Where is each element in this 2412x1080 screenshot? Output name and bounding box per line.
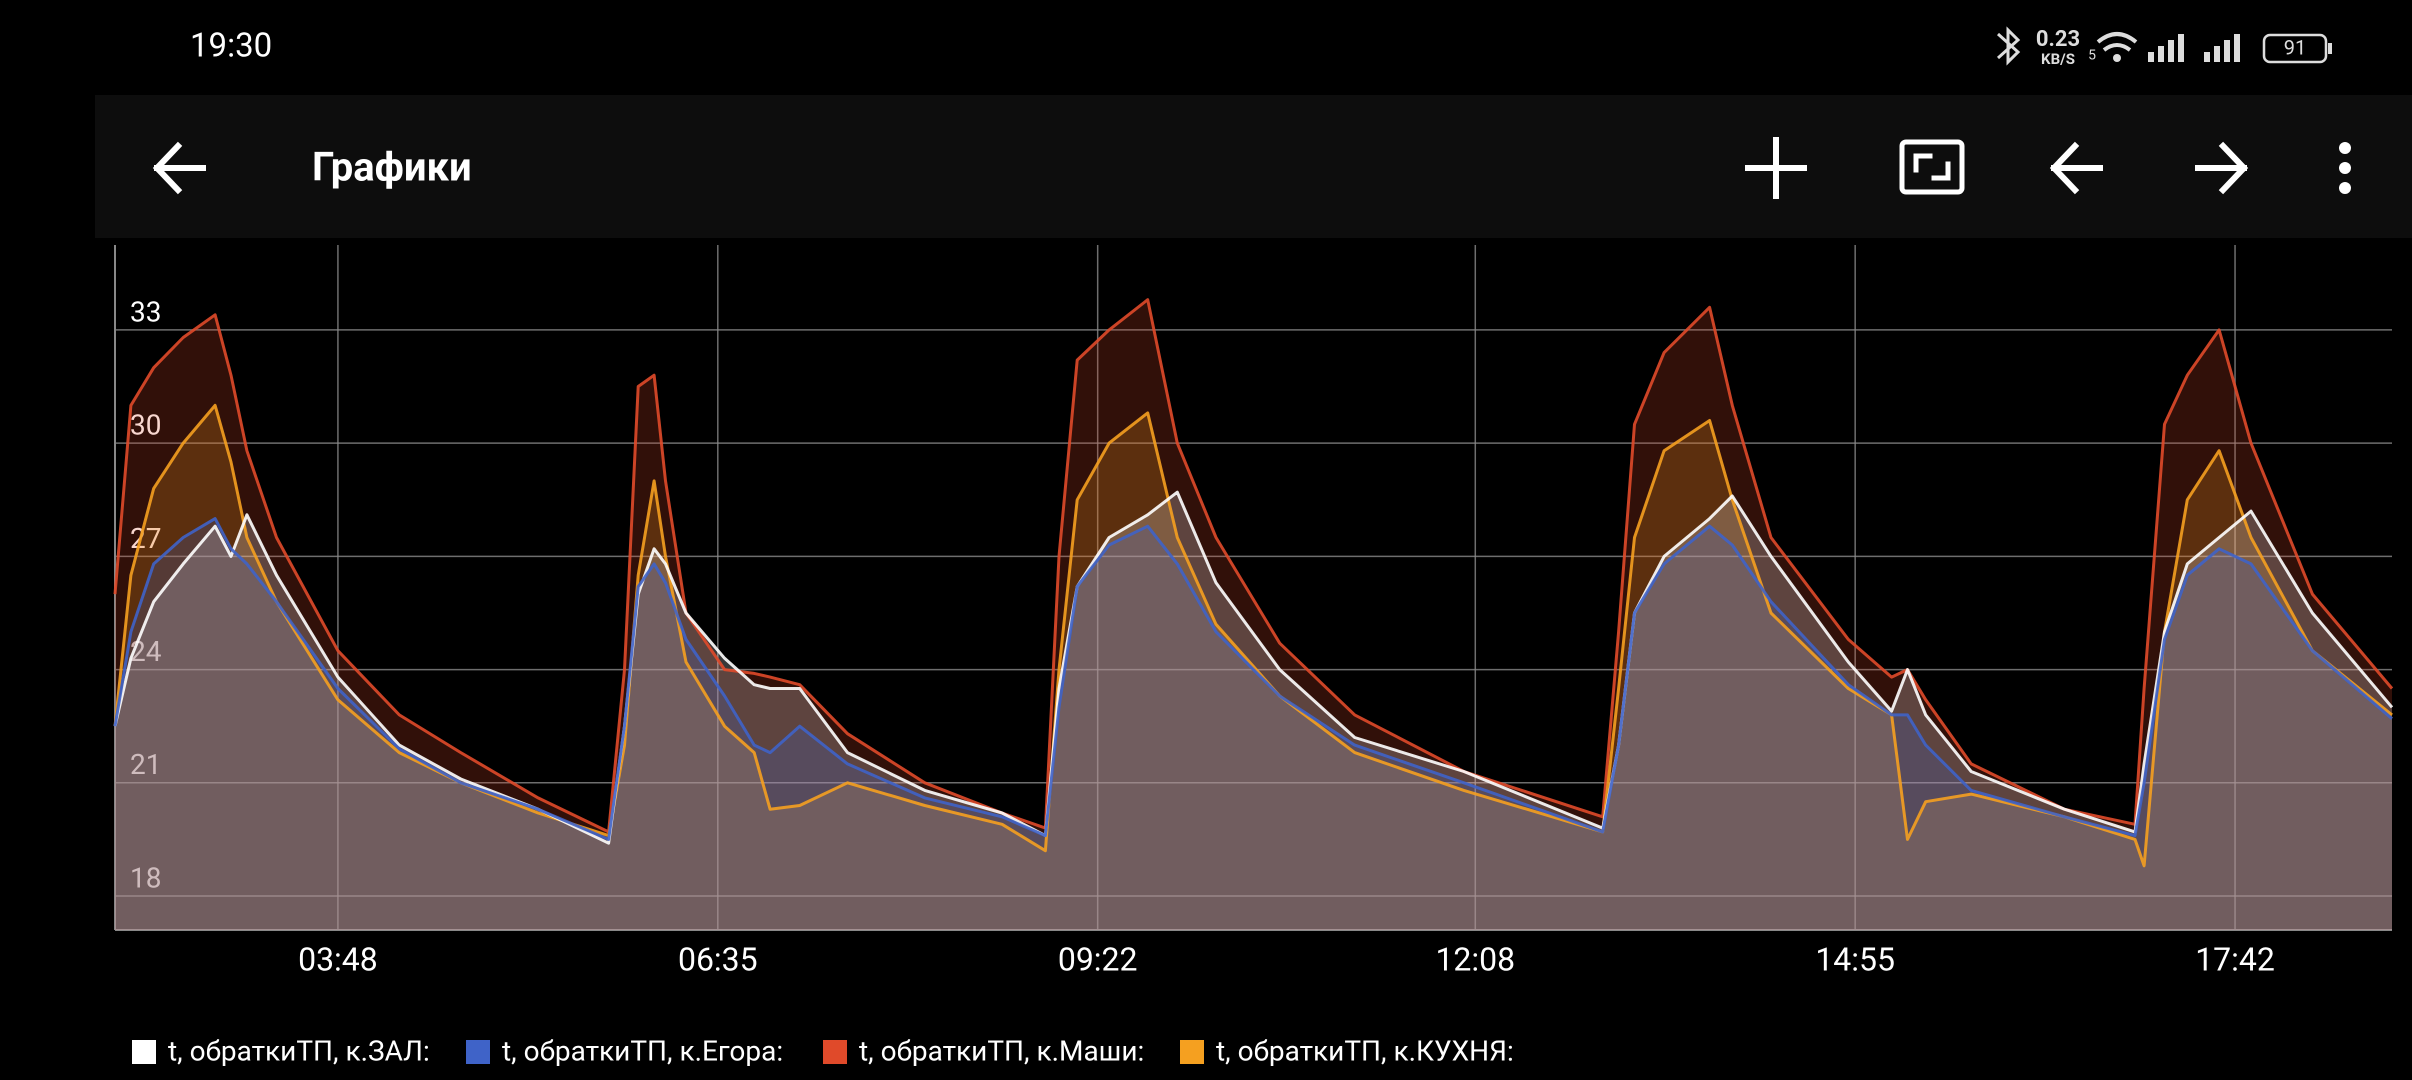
signal-bar [2178, 34, 2184, 62]
x-tick-label: 03:48 [298, 940, 378, 978]
series-line [113, 298, 2394, 834]
menu-dot [2339, 162, 2351, 174]
net-speed: 0.23 [2036, 27, 2080, 52]
series-line [113, 517, 2393, 841]
legend-swatch [823, 1040, 847, 1064]
back-button[interactable] [152, 141, 206, 195]
y-tick-label: 33 [130, 295, 161, 328]
signal-bar [2204, 52, 2210, 62]
series-line [113, 490, 2394, 845]
legend-swatch [1180, 1040, 1204, 1064]
add-button[interactable] [1745, 137, 1807, 199]
menu-button[interactable] [2339, 142, 2351, 194]
network-type: 5 [2088, 48, 2096, 64]
signal-bar [2158, 46, 2164, 62]
legend-label: t, обраткиТП, к.КУХНЯ: [1216, 1034, 1514, 1067]
y-tick-label: 18 [130, 861, 161, 894]
menu-dot [2339, 182, 2351, 194]
x-tick-label: 12:08 [1435, 940, 1515, 978]
y-tick-label: 21 [130, 748, 161, 781]
prev-button[interactable] [2049, 141, 2103, 195]
x-tick-label: 14:55 [1815, 940, 1895, 978]
status-icons [1996, 26, 2332, 66]
wifi-dot [2113, 54, 2121, 62]
series-line [113, 403, 2393, 868]
wifi-icon-inner [2102, 43, 2132, 52]
app-bar [95, 95, 2412, 238]
chart: 18 21 24 27 30 33 03:48 06:35 09:22 12:08 14:55 17:… [113, 245, 2394, 1067]
legend-label: t, обраткиТП, к.Маши: [859, 1034, 1144, 1067]
y-tick-label: 24 [130, 635, 162, 668]
y-tick-label: 27 [130, 522, 161, 555]
signal-bar [2148, 52, 2154, 62]
area-fill [115, 518, 2392, 930]
y-tick-label: 30 [130, 409, 161, 442]
battery-level: 91 [2284, 35, 2306, 59]
fullscreen-button[interactable] [1899, 139, 1965, 195]
area-fill [115, 299, 2392, 930]
wifi-icon [2096, 32, 2138, 44]
legend-label: t, обраткиТП, к.Егора: [502, 1034, 783, 1067]
signal-bar [2234, 34, 2240, 62]
menu-dot [2339, 142, 2351, 154]
battery-tip [2328, 43, 2332, 54]
legend-swatch [132, 1040, 156, 1064]
bluetooth-icon [1996, 26, 2021, 66]
signal-bar [2214, 46, 2220, 62]
status-time: 19:30 [190, 27, 272, 66]
signal-bar [2168, 40, 2174, 62]
battery-outline [2262, 33, 2328, 64]
x-tick-label: 06:35 [678, 940, 758, 978]
next-button[interactable] [2195, 141, 2249, 195]
signal-bar [2224, 40, 2230, 62]
area-fill [115, 492, 2392, 930]
fullscreen-glyph [1913, 153, 1951, 181]
app-title: Графики [312, 144, 472, 191]
x-tick-label: 17:42 [2195, 940, 2275, 978]
net-speed-unit: KB/S [2041, 50, 2075, 68]
x-tick-label: 09:22 [1058, 940, 1138, 978]
legend-label: t, обраткиТП, к.ЗАЛ: [168, 1034, 430, 1067]
legend-swatch [466, 1040, 490, 1064]
